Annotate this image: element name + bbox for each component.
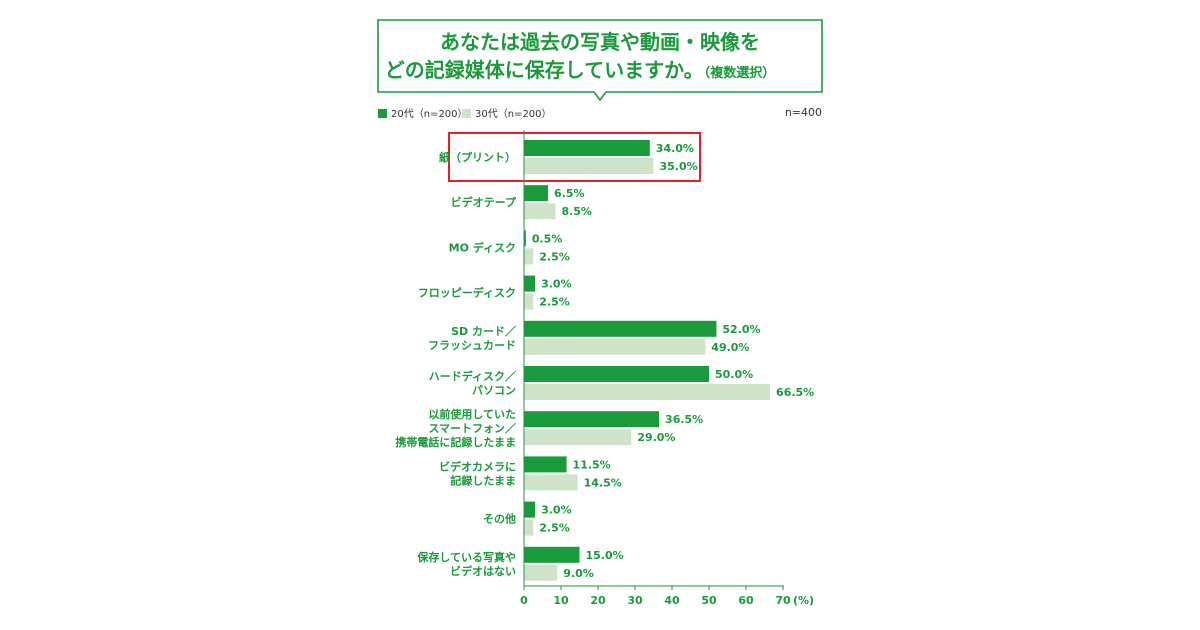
bar-20s bbox=[524, 320, 717, 337]
bar-30s bbox=[524, 564, 558, 581]
bar-20s bbox=[524, 275, 536, 292]
category-label: MO ディスク bbox=[449, 240, 516, 254]
bar-30s bbox=[524, 203, 556, 220]
x-tick-label: 50 bbox=[701, 594, 717, 607]
x-tick-label: 10 bbox=[553, 594, 569, 607]
bar-30s bbox=[524, 338, 706, 355]
legend-label-30s: 30代（n=200） bbox=[475, 108, 552, 120]
title-bubble-outline bbox=[377, 19, 823, 102]
value-label-30s: 66.5% bbox=[776, 386, 814, 399]
x-tick-label: 40 bbox=[664, 594, 680, 607]
bar-20s bbox=[524, 501, 536, 518]
x-axis-unit: (%) bbox=[793, 594, 814, 607]
value-label-20s: 52.0% bbox=[722, 323, 760, 336]
value-label-20s: 50.0% bbox=[715, 368, 753, 381]
value-label-30s: 2.5% bbox=[539, 296, 570, 309]
x-axis: 0 10 20 30 40 50 60 70 (%) bbox=[520, 130, 814, 607]
category-label: ビデオテープ bbox=[451, 195, 517, 209]
value-label-20s: 11.5% bbox=[573, 458, 611, 471]
category-label: 携帯電話に記録したまま bbox=[395, 435, 516, 449]
value-label-20s: 36.5% bbox=[665, 413, 703, 426]
bar-30s bbox=[524, 519, 534, 536]
legend: 20代（n=200） 30代（n=200） bbox=[378, 108, 552, 120]
category-label: ハードディスク／ bbox=[429, 369, 516, 383]
category-label: スマートフォン／ bbox=[428, 422, 516, 435]
bar-20s bbox=[524, 411, 660, 428]
category-label: ビデオはない bbox=[450, 564, 516, 578]
x-tick-label: 0 bbox=[520, 594, 528, 607]
bar-30s bbox=[524, 384, 771, 400]
value-label-20s: 3.0% bbox=[541, 278, 572, 291]
bar-20s bbox=[524, 546, 580, 563]
bar-20s bbox=[524, 140, 650, 156]
bar-30s bbox=[524, 158, 654, 174]
highlight-box bbox=[448, 132, 701, 182]
value-label-30s: 49.0% bbox=[711, 341, 749, 354]
x-tick-label: 60 bbox=[738, 594, 754, 607]
chart-title-suffix: （複数選択） bbox=[704, 65, 776, 81]
value-label-30s: 2.5% bbox=[539, 250, 570, 263]
value-label-20s: 0.5% bbox=[532, 232, 563, 245]
category-label: 紙（プリント） bbox=[439, 150, 516, 164]
category-label: 以前使用していた bbox=[428, 407, 516, 421]
bar-20s bbox=[524, 185, 549, 202]
bar-20s bbox=[524, 230, 526, 247]
category-label: 保存している写真や bbox=[416, 550, 516, 564]
value-label-30s: 2.5% bbox=[539, 522, 570, 535]
bar-30s bbox=[524, 248, 534, 265]
bar-20s bbox=[524, 366, 709, 382]
legend-label-20s: 20代（n=200） bbox=[391, 108, 468, 120]
category-label: ビデオカメラに bbox=[439, 459, 516, 473]
value-label-20s: 3.0% bbox=[541, 504, 572, 517]
x-tick-label: 20 bbox=[590, 594, 606, 607]
category-label: フラッシュカード bbox=[428, 339, 516, 352]
x-tick-label: 30 bbox=[627, 594, 643, 607]
chart-title-line2: どの記録媒体に保存していますか。（複数選択） bbox=[385, 58, 776, 82]
category-label: SD カード／ bbox=[451, 325, 516, 338]
value-label-20s: 34.0% bbox=[656, 142, 694, 155]
value-label-30s: 14.5% bbox=[584, 476, 622, 489]
value-label-30s: 9.0% bbox=[563, 567, 594, 580]
title-bubble: あなたは過去の写真や動画・映像を どの記録媒体に保存していますか。（複数選択） bbox=[377, 19, 823, 102]
bar-20s bbox=[524, 456, 567, 473]
category-label: 記録したまま bbox=[450, 473, 516, 487]
bar-30s bbox=[524, 293, 534, 310]
chart-title-line2-main: どの記録媒体に保存していますか。 bbox=[385, 58, 704, 82]
legend-swatch-20s bbox=[378, 109, 387, 118]
x-tick-label: 70 bbox=[775, 594, 791, 607]
value-label-20s: 6.5% bbox=[554, 187, 585, 200]
category-label: パソコン bbox=[472, 384, 516, 397]
legend-swatch-30s bbox=[462, 109, 471, 118]
bar-30s bbox=[524, 429, 632, 446]
sample-size-note: n=400 bbox=[785, 106, 822, 119]
bar-30s bbox=[524, 474, 578, 491]
value-label-30s: 35.0% bbox=[660, 160, 698, 173]
bars-layer: 34.0% 35.0% 6.5% 8.5% 0.5% 2.5% 3.0% 2.5% 52.0% 4… bbox=[524, 140, 814, 581]
value-label-30s: 8.5% bbox=[561, 205, 592, 218]
chart-title-line1: あなたは過去の写真や動画・映像を bbox=[440, 30, 760, 54]
value-label-30s: 29.0% bbox=[637, 431, 675, 444]
category-label: その他 bbox=[483, 512, 516, 526]
category-label: フロッピーディスク bbox=[418, 286, 516, 300]
value-label-20s: 15.0% bbox=[586, 549, 624, 562]
